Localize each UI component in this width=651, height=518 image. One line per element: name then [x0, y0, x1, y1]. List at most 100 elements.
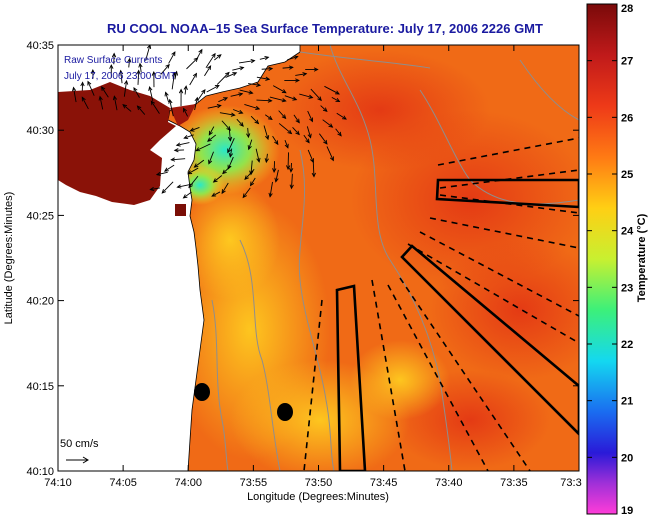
current-vector-head — [187, 170, 193, 175]
current-vector — [307, 110, 313, 122]
colorbar-tick-label: 25 — [621, 169, 633, 181]
current-vector — [284, 139, 289, 148]
current-vector — [186, 57, 198, 70]
current-vector-head — [165, 63, 170, 69]
current-vector-head — [274, 177, 279, 183]
current-vector — [299, 93, 313, 99]
current-vector — [195, 143, 211, 152]
y-axis-label: Latitude (Degrees:Minutes) — [3, 192, 15, 325]
current-vector-head — [118, 69, 124, 75]
current-vector-head — [249, 170, 254, 176]
current-vector-head — [193, 163, 199, 168]
colorbar-tick-label: 26 — [621, 112, 633, 124]
current-vector-head — [265, 76, 271, 81]
current-vector — [81, 97, 89, 110]
current-vector-head — [189, 127, 195, 132]
current-vector-head — [281, 89, 287, 94]
current-vector-head — [227, 148, 232, 154]
current-vector-head — [149, 186, 155, 192]
current-vector — [183, 191, 192, 199]
current-vector — [164, 164, 175, 172]
current-vector-head — [254, 119, 260, 125]
current-vector-head — [230, 112, 236, 117]
current-vector-head — [247, 145, 252, 151]
current-vector — [331, 96, 340, 102]
current-vector — [255, 148, 260, 162]
current-vector-head — [232, 72, 238, 77]
current-vector-head — [206, 65, 212, 71]
current-vector-head — [161, 189, 167, 194]
y-tick-label: 40:30 — [26, 125, 54, 137]
current-vector-head — [222, 169, 227, 175]
current-vector-head — [238, 109, 244, 114]
current-vector — [335, 128, 342, 137]
current-vector — [221, 182, 229, 194]
legend-line-1: Raw Surface Currents — [64, 55, 162, 66]
current-vector-head — [163, 167, 169, 172]
current-vector-head — [287, 129, 293, 135]
current-vector-head — [138, 62, 143, 68]
current-vector — [160, 64, 170, 75]
current-vector — [188, 175, 199, 188]
colorbar-tick-label: 23 — [621, 282, 633, 294]
current-vector-head — [101, 86, 106, 91]
current-vector-head — [170, 157, 176, 162]
current-vector — [230, 93, 243, 97]
current-vector-head — [335, 90, 340, 95]
current-vector — [310, 88, 322, 101]
current-vector-head — [244, 175, 249, 181]
current-vector — [261, 68, 273, 70]
current-vector-head — [268, 66, 274, 71]
buoy-marker — [277, 403, 293, 421]
current-vector — [222, 165, 231, 174]
colorbar-tick-label: 19 — [621, 505, 633, 517]
current-vector-head — [255, 105, 261, 111]
x-tick-label: 73:40 — [435, 477, 463, 489]
current-vector — [265, 153, 268, 163]
current-vector — [232, 67, 244, 71]
current-vector — [307, 149, 314, 163]
current-vector-head — [171, 71, 177, 77]
current-vector-head — [307, 133, 312, 139]
x-tick-label: 73:35 — [500, 477, 528, 489]
current-vector — [206, 85, 220, 93]
current-vector — [227, 137, 235, 153]
sst-raster: 50 cm/s Raw Surface Currents July 17, 20… — [58, 45, 579, 471]
current-vector-head — [256, 157, 261, 163]
current-vector — [149, 86, 154, 101]
current-vector-head — [90, 69, 96, 74]
current-vector-head — [242, 193, 247, 199]
current-vector-head — [272, 168, 277, 174]
current-vector — [133, 87, 140, 98]
current-vector-head — [305, 138, 310, 144]
current-vector — [282, 66, 293, 69]
current-vector — [293, 114, 300, 123]
current-vector — [208, 126, 215, 136]
current-vector-head — [81, 96, 86, 102]
current-vector-head — [198, 48, 203, 54]
current-vector-head — [214, 84, 220, 89]
scale-label: 50 cm/s — [60, 438, 99, 450]
current-vector — [184, 134, 194, 139]
current-vector — [139, 63, 142, 73]
current-vector — [87, 81, 95, 96]
current-vector — [123, 80, 128, 97]
current-vector — [248, 139, 253, 150]
current-vector-head — [127, 57, 132, 63]
current-vector — [218, 97, 228, 103]
current-vector — [190, 126, 200, 132]
current-vector — [287, 56, 298, 61]
current-vector-head — [264, 158, 269, 164]
current-vector — [303, 134, 310, 143]
current-vector — [259, 56, 269, 60]
current-vector — [211, 191, 221, 197]
current-vector-head — [317, 96, 322, 102]
current-vector-head — [342, 115, 347, 120]
current-vector-head — [309, 117, 313, 123]
current-vector — [264, 114, 273, 120]
current-vector — [169, 99, 174, 117]
current-vector-head — [123, 79, 129, 85]
current-vector-head — [322, 107, 328, 113]
current-vector — [284, 95, 297, 101]
current-vector-head — [176, 184, 182, 189]
